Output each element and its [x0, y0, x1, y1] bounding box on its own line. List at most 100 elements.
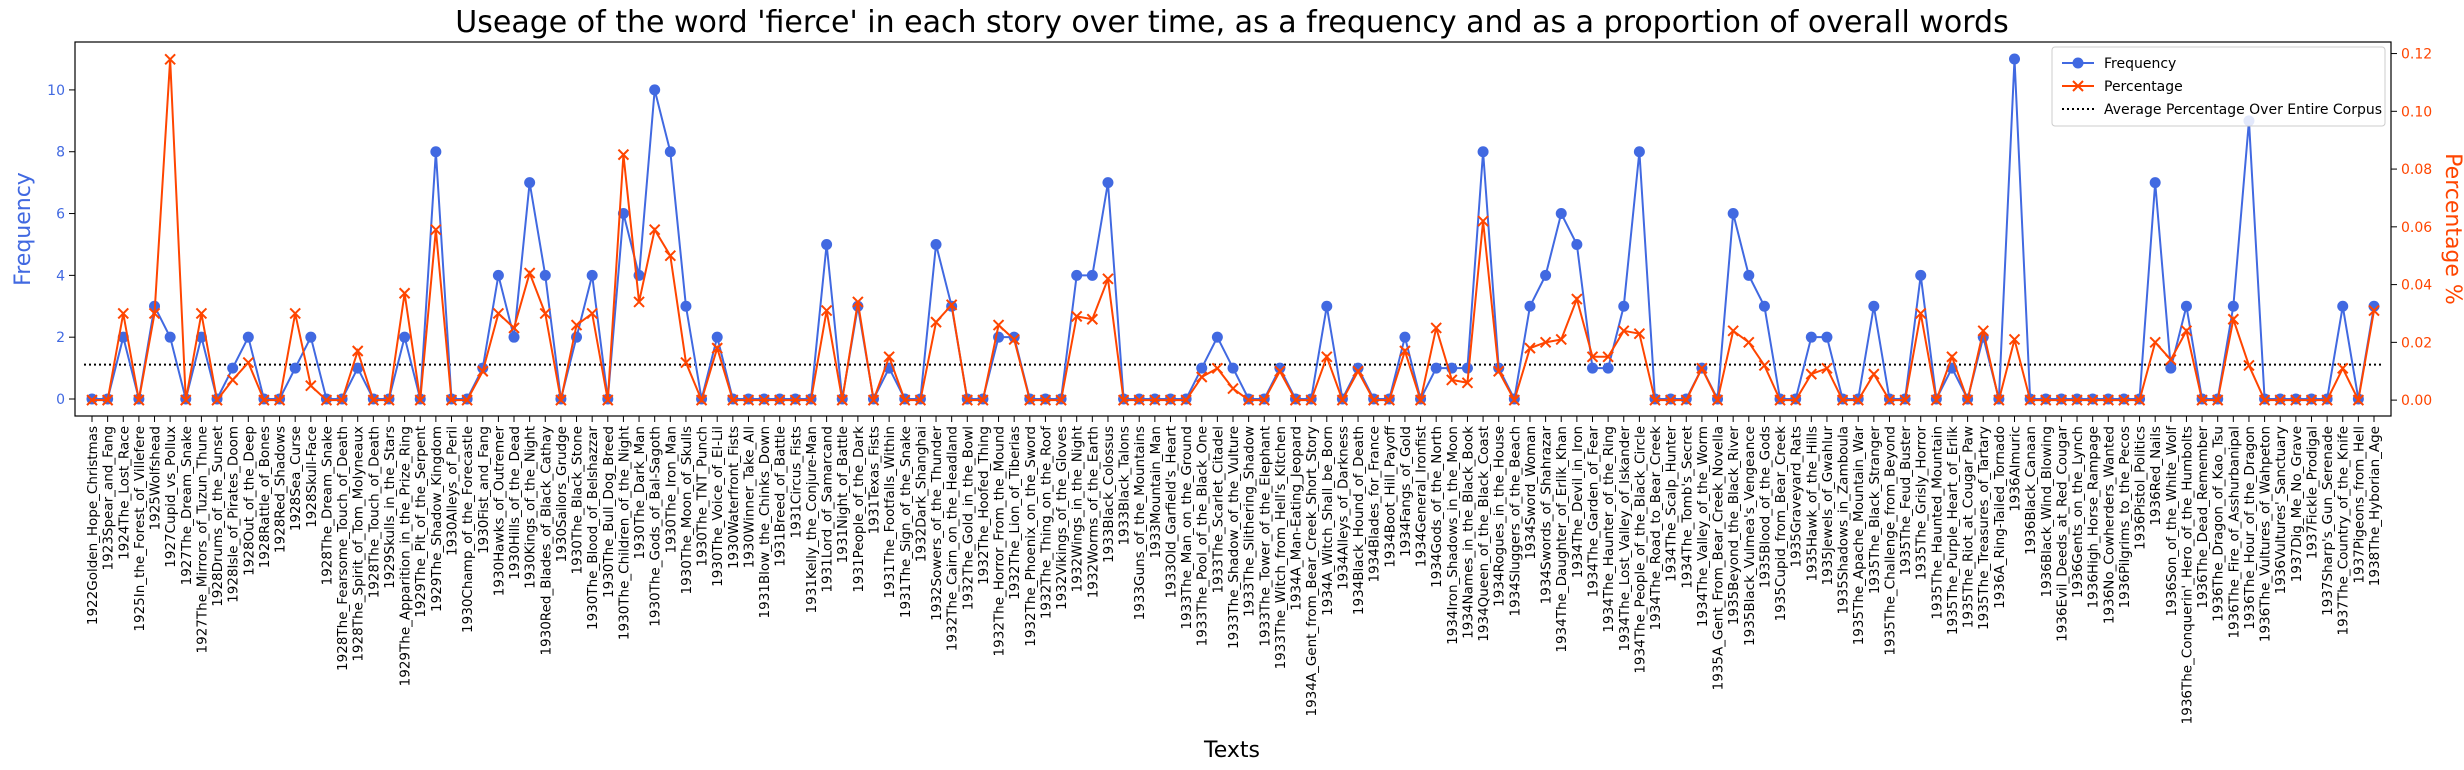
- data-point: [664, 146, 676, 158]
- data-point: [1164, 394, 1177, 406]
- data-point: [1289, 394, 1302, 406]
- y2-tick-label: 0.00: [2401, 393, 2432, 409]
- x-tick-label: 1929Skulls_in_the_Stars: [382, 426, 398, 589]
- data-point: [1711, 394, 1724, 406]
- y-tick-label: 0: [56, 392, 65, 408]
- x-tick-label: 1935Jewels_of_Gwahlur: [1820, 426, 1836, 586]
- x-tick-label: 1936High_Horse_Rampage: [2086, 426, 2102, 608]
- legend-marker: [2072, 80, 2084, 92]
- data-point: [1430, 362, 1442, 374]
- x-tick-label: 1935A_Gent_From_Bear_Creek_Novella: [1711, 426, 1727, 690]
- x-tick-label: 1932The_Lion_of_Tiberias: [1007, 426, 1023, 600]
- data-point: [711, 331, 723, 343]
- data-point: [1852, 394, 1864, 406]
- x-tick-label: 1928Out_of_the_Deep: [241, 426, 257, 576]
- data-point: [758, 394, 770, 406]
- data-point: [1414, 394, 1427, 406]
- data-point: [2102, 394, 2114, 406]
- data-point: [226, 374, 239, 386]
- x-tick-label: 1932Worms_of_the_Earth: [1085, 426, 1101, 598]
- x-tick-label: 1935The_Apache_Mountain_War: [1851, 426, 1867, 646]
- y2-axis-label: Percentage %: [2440, 153, 2464, 305]
- data-point: [992, 319, 1005, 331]
- data-point: [570, 319, 583, 331]
- y-axis-label: Frequency: [11, 172, 36, 286]
- x-tick-label: 1937Dig_Me_No_Grave: [2289, 426, 2305, 582]
- x-tick-label: 1933The_Scarlet_Citadel: [1210, 426, 1226, 594]
- y-tick-label: 10: [47, 83, 65, 99]
- x-tick-label: 1931The_Footfalls_Within: [882, 426, 898, 599]
- data-point: [1633, 146, 1645, 158]
- y-tick-label: 2: [56, 330, 65, 346]
- data-point: [367, 394, 380, 406]
- x-tick-label: 1932The_Thing_on_the_Roof: [1038, 425, 1054, 619]
- x-tick-label: 1935Hawk_of_the_Hills: [1804, 426, 1820, 582]
- x-tick-label: 1932The_Gold_in_the_Bowl: [960, 426, 976, 610]
- x-tick-label: 1936The_Dragon_of_Kao_Tsu: [2211, 426, 2227, 622]
- data-point: [1727, 325, 1739, 337]
- x-tick-label: 1934The_People_of_the_Black_Circle: [1632, 426, 1648, 674]
- data-point: [1524, 342, 1536, 354]
- y2-tick-label: 0.04: [2401, 278, 2432, 294]
- data-point: [2149, 177, 2161, 189]
- data-point: [2337, 300, 2349, 312]
- data-point: [1680, 394, 1692, 406]
- data-point: [649, 84, 661, 96]
- data-point: [899, 394, 911, 406]
- x-tick-label: 1935Graveyard_Rats: [1789, 426, 1805, 568]
- x-tick-label: 1930Champ_of_the_Forecastle: [460, 426, 476, 633]
- data-point: [492, 307, 505, 320]
- data-point: [477, 365, 489, 377]
- x-tick-label: 1925Wolfshead: [148, 426, 164, 530]
- x-tick-label: 1930Fist_and_Fang: [476, 426, 492, 554]
- data-point: [1227, 362, 1239, 374]
- y2-tick-label: 0.10: [2401, 104, 2432, 120]
- x-tick-label: 1931The_Sign_of_the_Snake: [898, 426, 914, 618]
- x-tick-label: 1936The_Dead_Remember: [2195, 426, 2211, 609]
- data-point: [289, 307, 301, 320]
- x-tick-label: 1930The_Dark_Man: [632, 426, 648, 559]
- data-point: [398, 287, 411, 299]
- data-point: [1868, 368, 1880, 380]
- x-tick-label: 1929The_Pit_of_the_Serpent: [413, 426, 429, 618]
- x-tick-label: 1933The_Tower_of_the_Elephant: [1257, 426, 1273, 647]
- x-tick-label: 1934The_Haunter_of_the_Ring: [1601, 426, 1617, 633]
- x-tick-label: 1930The_Voice_of_El-Lil: [710, 426, 726, 587]
- data-point: [336, 394, 348, 406]
- x-tick-label: 1935The_Challenge_from_Beyond: [1882, 426, 1898, 656]
- x-tick-label: 1930Alleys_of_Peril: [444, 426, 460, 556]
- x-tick-label: 1934The_Tomb's_Secret: [1679, 426, 1695, 589]
- x-tick-label: 1933Old_Garfield's_Heart: [1163, 426, 1179, 599]
- x-tick-label: 1934A_Man-Eating_Jeopard: [1289, 426, 1305, 611]
- legend-label: Frequency: [2104, 56, 2176, 72]
- x-tick-label: 1930Kings_of_the_Night: [523, 426, 539, 589]
- x-tick-label: 1934Sword_Woman: [1523, 426, 1539, 560]
- data-point: [352, 345, 364, 357]
- data-point: [1055, 394, 1067, 406]
- data-point: [945, 299, 958, 311]
- data-point: [1961, 394, 1974, 406]
- data-point: [1508, 394, 1521, 406]
- x-tick-label: 1936The_Vultures_of_Wahpeton: [2258, 426, 2274, 642]
- data-point: [320, 394, 333, 406]
- data-point: [1242, 394, 1255, 406]
- data-point: [1258, 394, 1270, 406]
- x-tick-label: 1927The_Dream_Snake: [179, 426, 195, 585]
- x-tick-label: 1933The_Man_on_the_Ground: [1179, 426, 1195, 630]
- data-point: [1633, 327, 1646, 340]
- data-point: [820, 304, 833, 317]
- data-point: [1383, 394, 1396, 406]
- data-point: [1399, 345, 1411, 357]
- x-tick-label: 1936Pilgrims_to_the_Pecos: [2117, 426, 2133, 608]
- x-tick-label: 1928Skull-Face: [304, 426, 320, 528]
- y-tick-label: 4: [56, 268, 65, 284]
- x-tick-label: 1934A_Witch_Shall_be_Born: [1320, 426, 1336, 616]
- data-point: [1477, 146, 1489, 158]
- data-point: [164, 53, 176, 66]
- data-point: [1008, 333, 1020, 346]
- x-tick-label: 1935Cupid_from_Bear_Creek: [1773, 426, 1789, 622]
- data-point: [914, 394, 927, 406]
- x-tick-label: 1930Sailors_Grudge: [554, 426, 570, 562]
- x-tick-label: 1932Dark_Shanghai: [913, 426, 929, 562]
- data-point: [711, 342, 723, 354]
